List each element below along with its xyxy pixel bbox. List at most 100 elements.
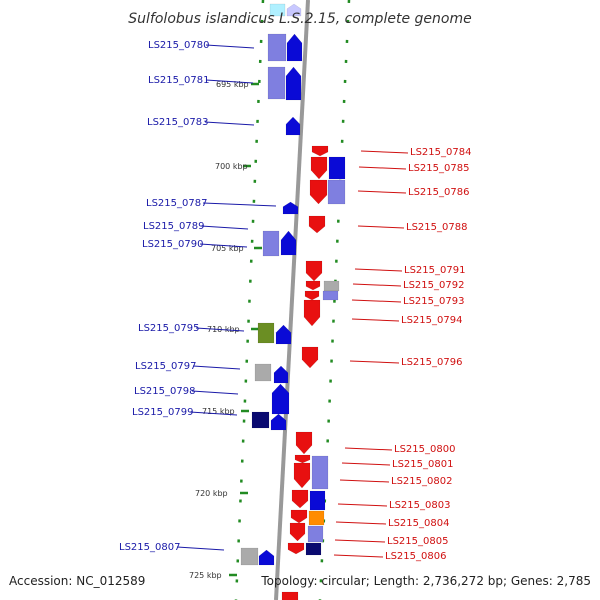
locus-label[interactable]: LS215_0801: [392, 459, 453, 470]
gene-block[interactable]: [291, 489, 309, 509]
gene-block[interactable]: [267, 33, 287, 62]
gene-block[interactable]: [309, 490, 326, 511]
locus-label[interactable]: LS215_0797: [135, 361, 196, 372]
gene-block[interactable]: [251, 411, 270, 429]
locus-label[interactable]: LS215_0786: [408, 187, 469, 198]
gene-block[interactable]: [308, 215, 326, 234]
locus-leader-line: [344, 447, 393, 451]
locus-label[interactable]: LS215_0799: [132, 407, 193, 418]
locus-label[interactable]: LS215_0794: [401, 315, 462, 326]
locus-label[interactable]: LS215_0789: [143, 221, 204, 232]
locus-leader-line: [334, 539, 386, 543]
locus-label[interactable]: LS215_0790: [142, 239, 203, 250]
gene-block[interactable]: [287, 542, 305, 555]
gene-block[interactable]: [280, 230, 297, 256]
locus-label[interactable]: LS215_0792: [403, 280, 464, 291]
chromosome-backbone: [274, 0, 310, 600]
gene-block[interactable]: [305, 280, 321, 291]
gene-block[interactable]: [322, 290, 339, 301]
locus-leader-line: [351, 299, 402, 303]
gene-block[interactable]: [270, 413, 287, 431]
gene-block[interactable]: [308, 510, 325, 526]
gene-block[interactable]: [275, 324, 292, 345]
locus-label[interactable]: LS215_0805: [387, 536, 448, 547]
gene-block[interactable]: [282, 201, 299, 215]
locus-leader-line: [357, 225, 405, 229]
locus-leader-line: [337, 503, 388, 507]
gene-block[interactable]: [310, 156, 328, 180]
gene-block[interactable]: [286, 3, 302, 17]
locus-leader-line: [189, 411, 238, 416]
gene-block[interactable]: [307, 525, 324, 543]
locus-label[interactable]: LS215_0802: [391, 476, 452, 487]
locus-label[interactable]: LS215_0787: [146, 198, 207, 209]
gene-block[interactable]: [294, 454, 311, 464]
accession-text: Accession: NC_012589: [9, 574, 145, 588]
locus-leader-line: [339, 479, 390, 483]
gene-block[interactable]: [295, 431, 313, 455]
gene-block[interactable]: [257, 322, 275, 344]
locus-label[interactable]: LS215_0791: [404, 265, 465, 276]
gene-block[interactable]: [258, 549, 275, 566]
gene-block[interactable]: [254, 363, 272, 382]
gene-block[interactable]: [281, 591, 299, 600]
gene-block[interactable]: [289, 522, 306, 542]
locus-label[interactable]: LS215_0783: [147, 117, 208, 128]
gene-block[interactable]: [311, 145, 329, 157]
locus-leader-line: [354, 268, 403, 272]
kbp-label: 715 kbp: [202, 407, 235, 416]
locus-label[interactable]: LS215_0793: [403, 296, 464, 307]
locus-label[interactable]: LS215_0806: [385, 551, 446, 562]
gene-block[interactable]: [290, 509, 308, 524]
gene-block[interactable]: [285, 116, 301, 136]
locus-leader-line: [351, 318, 400, 322]
gene-block[interactable]: [311, 455, 329, 490]
gene-block[interactable]: [240, 547, 259, 566]
kbp-label: 700 kbp: [215, 162, 248, 171]
gene-block[interactable]: [323, 280, 340, 292]
locus-leader-line: [360, 150, 409, 154]
gene-block[interactable]: [304, 290, 320, 301]
locus-leader-line: [341, 462, 391, 466]
locus-leader-line: [205, 44, 255, 49]
locus-leader-line: [176, 546, 225, 551]
gene-block[interactable]: [269, 3, 286, 17]
locus-label[interactable]: LS215_0807: [119, 542, 180, 553]
gene-block[interactable]: [286, 33, 303, 62]
gene-block[interactable]: [301, 346, 319, 369]
gene-block[interactable]: [303, 299, 321, 327]
gene-block[interactable]: [293, 462, 311, 489]
locus-leader-line: [202, 202, 277, 207]
gene-block[interactable]: [273, 365, 289, 384]
locus-leader-line: [191, 390, 239, 395]
locus-label[interactable]: LS215_0795: [138, 323, 199, 334]
locus-label[interactable]: LS215_0804: [388, 518, 449, 529]
locus-label[interactable]: LS215_0780: [148, 40, 209, 51]
gene-block[interactable]: [262, 230, 280, 257]
locus-leader-line: [335, 521, 387, 525]
locus-leader-line: [358, 166, 407, 170]
left-strand-guide: [234, 0, 265, 600]
locus-leader-line: [357, 190, 407, 194]
locus-label[interactable]: LS215_0784: [410, 147, 471, 158]
locus-label[interactable]: LS215_0781: [148, 75, 209, 86]
kbp-label: 695 kbp: [216, 80, 249, 89]
gene-block[interactable]: [309, 179, 328, 205]
topology-text: Topology: circular; Length: 2,736,272 bp…: [260, 574, 591, 588]
gene-block[interactable]: [271, 383, 290, 415]
locus-label[interactable]: LS215_0798: [134, 386, 195, 397]
gene-block[interactable]: [327, 179, 346, 205]
kbp-label: 705 kbp: [211, 244, 244, 253]
locus-label[interactable]: LS215_0785: [408, 163, 469, 174]
locus-label[interactable]: LS215_0796: [401, 357, 462, 368]
locus-label[interactable]: LS215_0803: [389, 500, 450, 511]
gene-block[interactable]: [285, 66, 302, 101]
gene-block[interactable]: [267, 66, 286, 100]
gene-block[interactable]: [328, 156, 346, 180]
locus-label[interactable]: LS215_0800: [394, 444, 455, 455]
locus-label[interactable]: LS215_0788: [406, 222, 467, 233]
gene-block[interactable]: [305, 542, 322, 556]
gene-block[interactable]: [305, 260, 323, 282]
